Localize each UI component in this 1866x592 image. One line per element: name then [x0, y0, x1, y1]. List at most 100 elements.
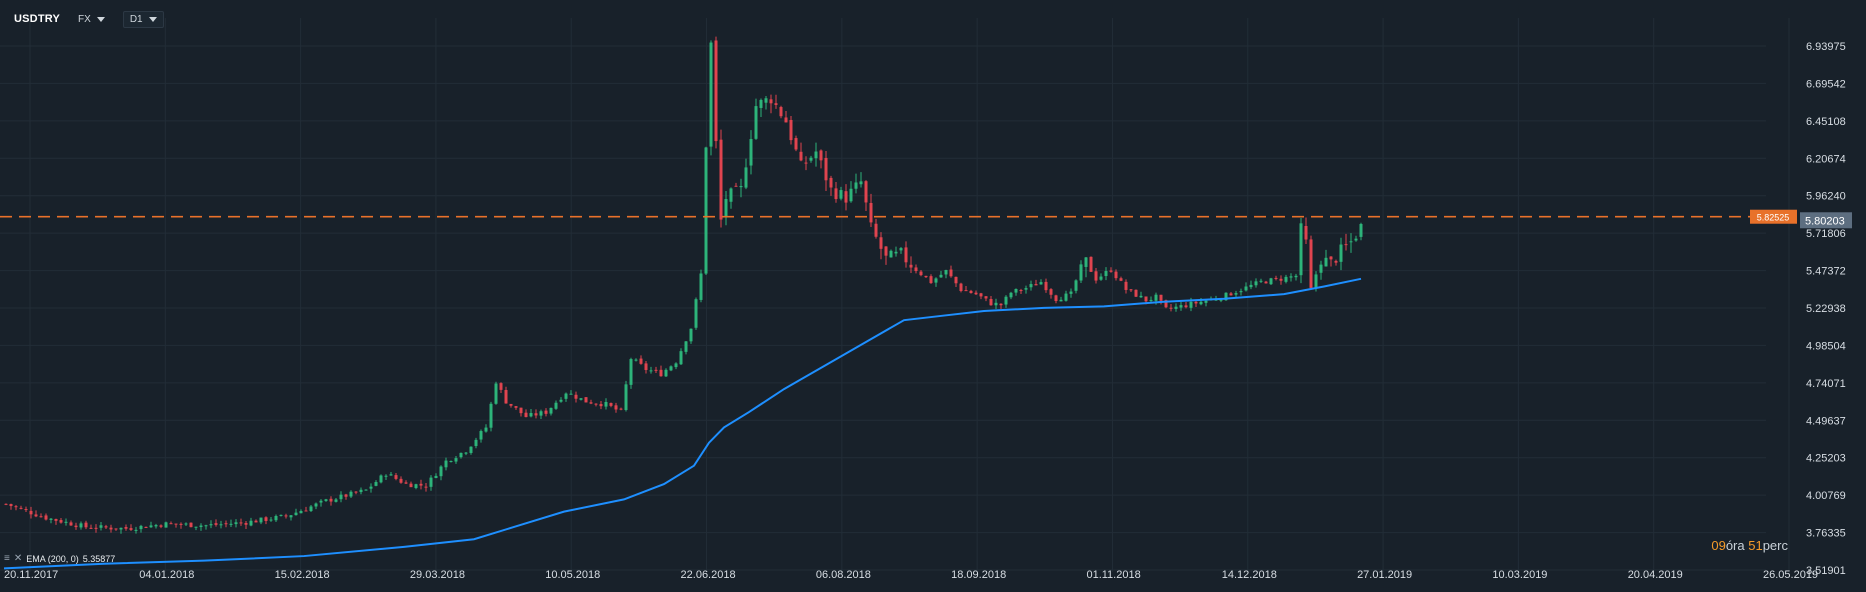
y-tick-label: 4.25203 [1806, 453, 1846, 465]
candle-body [1204, 300, 1208, 303]
indicator-settings-icon[interactable]: ≡ [4, 553, 10, 564]
candle-body [1244, 286, 1248, 291]
countdown-hours: 09 [1711, 538, 1726, 553]
candle-body [1344, 244, 1348, 246]
candle-body [874, 223, 878, 237]
candle-body [1299, 223, 1303, 276]
candle-body [229, 523, 233, 525]
candle-body [624, 384, 628, 410]
candle-body [324, 499, 328, 501]
candle-body [564, 393, 568, 399]
candle-body [504, 389, 508, 404]
candle-body [1084, 257, 1088, 267]
candle-body [569, 393, 573, 395]
candle-body [499, 383, 503, 390]
candle-body [134, 529, 138, 531]
candle-body [1189, 301, 1193, 308]
candle-body [774, 103, 778, 105]
candle-body [54, 518, 58, 521]
candle-body [674, 363, 678, 368]
x-tick-label: 18.09.2018 [951, 569, 1006, 581]
candle-body [1319, 264, 1323, 273]
candle-body [1199, 301, 1203, 305]
candle-body [1144, 296, 1148, 302]
candle-body [1239, 291, 1243, 293]
candle-body [864, 181, 868, 203]
candle-body [784, 117, 788, 123]
candle-body [749, 139, 753, 166]
candle-body [1089, 256, 1093, 272]
candle-body [174, 523, 178, 525]
candle-body [589, 402, 593, 404]
candle-body [524, 412, 528, 418]
candle-body [1064, 293, 1068, 301]
candle-body [24, 509, 28, 511]
candle-body [1094, 271, 1098, 281]
candle-body [829, 177, 833, 188]
candle-body [929, 276, 933, 284]
candle-body [759, 99, 763, 108]
timeframe-label: D1 [129, 13, 143, 25]
candle-body [1119, 278, 1123, 281]
candle-body [1304, 225, 1308, 240]
candle-body [679, 351, 683, 365]
x-tick-label: 22.06.2018 [681, 569, 736, 581]
chevron-down-icon [148, 16, 157, 22]
y-tick-label: 5.96240 [1806, 191, 1846, 203]
candle-body [239, 522, 243, 524]
market-dropdown[interactable]: FX [74, 12, 109, 27]
candle-body [449, 461, 453, 463]
candle-body [879, 237, 883, 249]
candle-body [259, 517, 263, 523]
candle-body [184, 523, 188, 525]
candle-body [69, 522, 73, 526]
candle-body [1269, 278, 1273, 285]
y-tick-label: 6.45108 [1806, 116, 1846, 128]
current-price-label: 5.80203 [1805, 215, 1845, 227]
x-tick-label: 04.01.2018 [139, 569, 194, 581]
candle-body [664, 369, 668, 377]
candle-body [1074, 280, 1078, 291]
chevron-down-icon [96, 16, 105, 22]
candle-body [159, 525, 163, 527]
candle-body [219, 524, 223, 526]
candle-body [1139, 295, 1143, 298]
candle-body [44, 515, 48, 520]
candle-body [374, 482, 378, 486]
candle-body [979, 293, 983, 297]
candle-body [859, 181, 863, 185]
candle-body [844, 191, 848, 203]
candle-body [1229, 293, 1233, 296]
candle-body [1194, 301, 1198, 304]
candle-body [729, 188, 733, 202]
candle-body [519, 407, 523, 414]
candle-body [1109, 270, 1113, 272]
ema-label: EMA (200, 0) [26, 553, 79, 564]
candle-body [9, 504, 13, 507]
candle-body [409, 483, 413, 488]
candle-body [169, 523, 173, 525]
candle-body [584, 397, 588, 403]
x-tick-label: 20.11.2017 [4, 569, 58, 581]
ema-line [3, 277, 1362, 570]
candle-body [1019, 290, 1023, 292]
y-tick-label: 6.93975 [1806, 41, 1846, 53]
timeframe-dropdown[interactable]: D1 [122, 10, 164, 28]
candle-body [594, 403, 598, 405]
candle-body [59, 520, 63, 523]
countdown-hours-unit: óra [1725, 538, 1745, 553]
remove-indicator-icon[interactable]: ✕ [13, 553, 23, 564]
symbol-label[interactable]: USDTRY [14, 13, 61, 25]
candle-body [779, 107, 783, 117]
x-tick-label: 15.02.2018 [275, 569, 330, 581]
candle-body [334, 499, 338, 502]
candle-body [1324, 257, 1328, 267]
candle-body [489, 403, 493, 428]
candle-body [814, 151, 818, 159]
y-tick-label: 3.51901 [1806, 565, 1846, 577]
candle-body [434, 475, 438, 479]
candle-body [954, 276, 958, 284]
candle-body [704, 147, 708, 274]
candle-body [209, 524, 213, 526]
